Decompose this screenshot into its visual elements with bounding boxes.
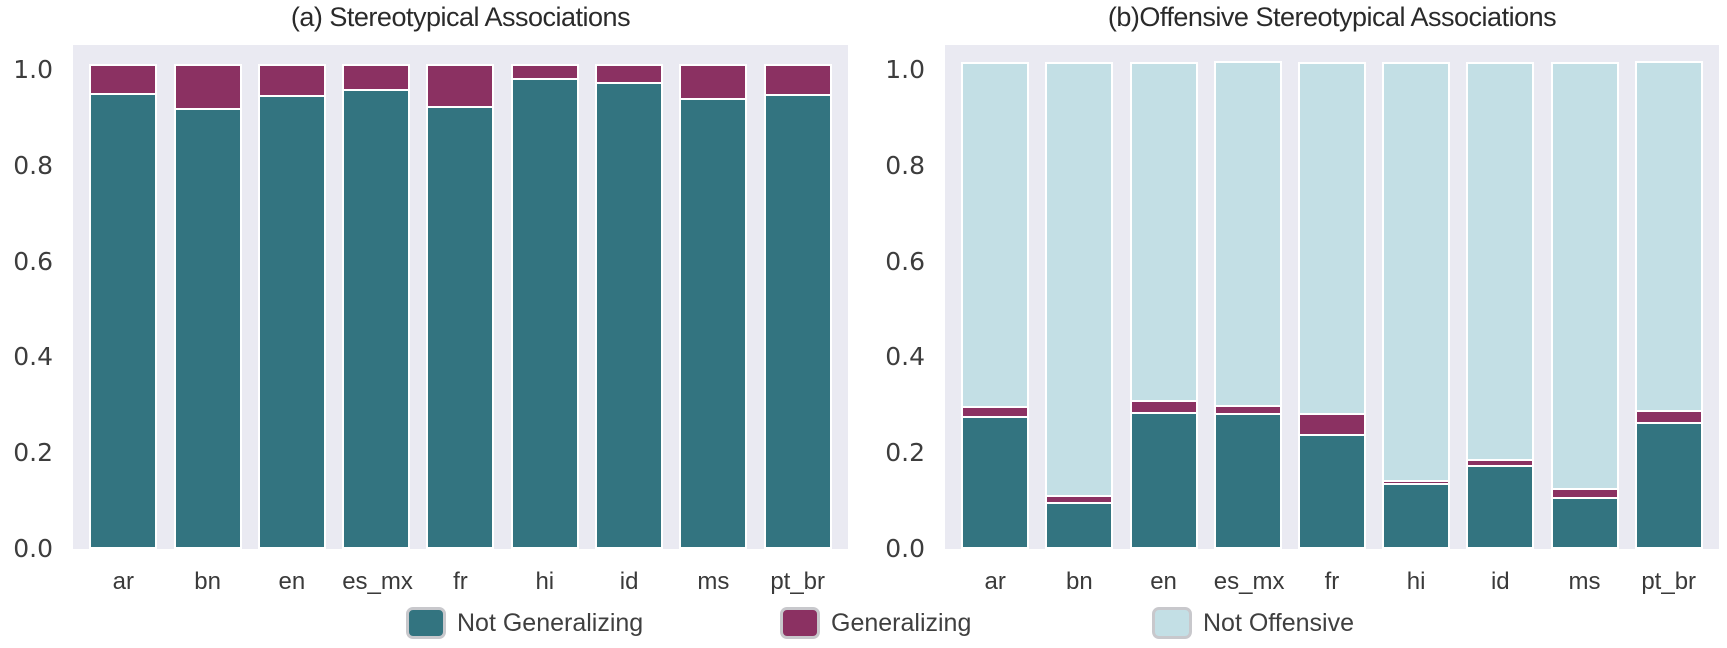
- bar-segment: [1550, 497, 1619, 549]
- y-tick-label: 1.0: [13, 55, 53, 84]
- bar-id: [595, 64, 664, 549]
- bar-segment: [1466, 465, 1535, 549]
- bar-segment: [426, 106, 495, 549]
- y-tick-label: 0.4: [13, 342, 53, 371]
- bar-segment: [679, 98, 748, 549]
- y-tick-label: 1.0: [885, 55, 925, 84]
- legend-swatch-generalizing: [780, 607, 820, 639]
- x-tick-label: en: [1150, 568, 1177, 595]
- chart-a-title: (a) Stereotypical Associations: [290, 2, 631, 32]
- x-tick-label: fr: [453, 568, 468, 595]
- chart-b-title: (b)Offensive Stereotypical Associations: [1107, 2, 1557, 32]
- x-tick-label: pt_br: [1641, 568, 1697, 595]
- x-tick-label: ms: [1568, 568, 1601, 595]
- x-tick-label: es_mx: [1213, 568, 1285, 595]
- bar-es_mx: [342, 64, 411, 549]
- bar-segment: [1045, 62, 1114, 497]
- legend-label: Generalizing: [831, 608, 972, 637]
- x-tick-label: ms: [697, 568, 730, 595]
- x-tick-label: fr: [1324, 568, 1340, 595]
- legend-swatch-not-generalizing: [406, 607, 446, 639]
- legend-swatch-not-offensive: [1152, 607, 1192, 639]
- bar-bn: [173, 64, 242, 549]
- bar-segment: [89, 93, 158, 549]
- y-tick-label: 0.6: [13, 247, 53, 276]
- y-tick-label: 0.4: [885, 342, 925, 371]
- bar-segment: [342, 89, 411, 549]
- x-tick-label: bn: [194, 568, 221, 595]
- bar-ms: [1550, 62, 1619, 549]
- figure-legend: Not Generalizing Generalizing Not Offens…: [0, 604, 1727, 644]
- bar-segment: [173, 64, 242, 110]
- y-tick-label: 0.0: [13, 534, 53, 563]
- legend-item-not-offensive: Not Offensive: [1152, 604, 1354, 642]
- bar-pt_br: [1634, 61, 1703, 549]
- x-tick-label: hi: [535, 568, 555, 595]
- chart-b-x-axis: ar bn en es_mx fr hi id ms pt_br: [945, 566, 1719, 598]
- bar-segment: [1297, 62, 1366, 415]
- bar-fr: [1297, 62, 1366, 549]
- bar-pt_br: [763, 64, 832, 549]
- bar-segment: [1213, 413, 1282, 549]
- bar-segment: [1129, 412, 1198, 549]
- bar-id: [1466, 62, 1535, 549]
- y-tick-label: 0.2: [13, 438, 53, 467]
- x-tick-label: pt_br: [770, 568, 826, 595]
- y-tick-label: 0.6: [885, 247, 925, 276]
- legend-label: Not Offensive: [1203, 608, 1355, 637]
- bar-segment: [679, 64, 748, 100]
- chart-b-plot-area: [945, 45, 1719, 549]
- bar-bn: [1045, 62, 1114, 549]
- bar-hi: [510, 64, 579, 549]
- bar-segment: [1466, 62, 1535, 461]
- bar-segment: [1550, 62, 1619, 490]
- bar-segment: [1634, 61, 1703, 412]
- bar-segment: [173, 108, 242, 549]
- bar-segment: [763, 64, 832, 96]
- bar-segment: [257, 95, 326, 549]
- y-tick-label: 0.8: [13, 151, 53, 180]
- legend-label: Not Generalizing: [457, 608, 644, 637]
- chart-a-x-axis: ar bn en es_mx fr hi id ms pt_br: [73, 566, 848, 598]
- bar-es_mx: [1213, 61, 1282, 549]
- bar-segment: [1297, 434, 1366, 549]
- x-tick-label: es_mx: [342, 568, 413, 595]
- bar-segment: [1213, 61, 1282, 407]
- bar-segment: [1297, 413, 1366, 436]
- bar-segment: [595, 82, 664, 549]
- y-tick-label: 0.2: [885, 438, 925, 467]
- bar-segment: [1045, 502, 1114, 549]
- x-tick-label: hi: [1406, 568, 1426, 595]
- bar-segment: [1382, 483, 1451, 549]
- bar-segment: [763, 94, 832, 549]
- x-tick-label: id: [1490, 568, 1510, 595]
- bar-segment: [257, 64, 326, 97]
- bar-fr: [426, 64, 495, 549]
- bar-segment: [510, 78, 579, 549]
- x-tick-label: ar: [112, 568, 134, 595]
- chart-a-plot-area: [73, 45, 848, 549]
- y-tick-label: 0.8: [885, 151, 925, 180]
- x-tick-label: id: [619, 568, 639, 595]
- bar-segment: [961, 416, 1030, 549]
- bar-segment: [1129, 62, 1198, 402]
- legend-item-not-generalizing: Not Generalizing: [406, 604, 643, 642]
- x-tick-label: en: [278, 568, 306, 595]
- bar-segment: [1382, 62, 1451, 482]
- x-tick-label: ar: [984, 568, 1006, 595]
- bar-ar: [961, 62, 1030, 549]
- legend-item-generalizing: Generalizing: [780, 604, 971, 642]
- bar-ms: [679, 64, 748, 549]
- x-tick-label: bn: [1066, 568, 1093, 595]
- bar-ar: [89, 64, 158, 549]
- bar-segment: [961, 62, 1030, 408]
- bar-segment: [1634, 422, 1703, 549]
- y-tick-label: 0.0: [885, 534, 925, 563]
- bar-en: [257, 64, 326, 549]
- bar-hi: [1382, 62, 1451, 549]
- bar-en: [1129, 62, 1198, 549]
